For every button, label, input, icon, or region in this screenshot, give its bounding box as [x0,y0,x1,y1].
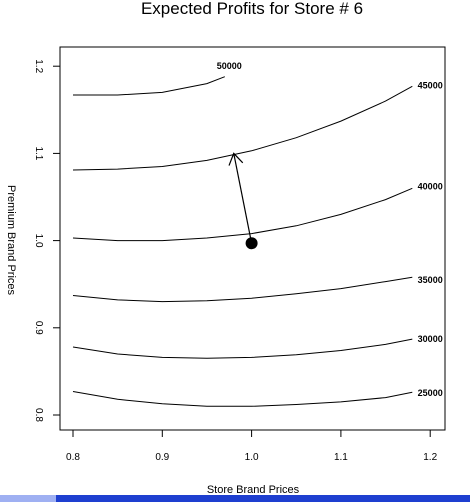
contour-line-45000 [72,85,413,171]
gradient-arrow [228,152,253,244]
y-tick-label: 0.9 [33,321,44,335]
contour-line-35000 [72,276,413,303]
chart-title: Expected Profits for Store # 6 [141,0,363,18]
taskbar-start-segment [0,495,56,502]
contour-label-40000: 40000 [418,182,443,192]
y-tick-label: 0.8 [33,408,44,422]
taskbar-strip [0,495,470,502]
contour-line-40000 [72,187,413,242]
x-tick-label: 1.2 [423,452,437,463]
x-tick-label: 0.9 [155,452,169,463]
contour-label-35000: 35000 [418,275,443,285]
y-tick-label: 1.0 [33,234,44,248]
y-axis-label: Premium Brand Prices [5,185,17,296]
plot-area: 0.8 0.9 1.0 1.1 1.2 0.8 0.9 1.0 1.1 1.2 25000 30000… [33,59,443,463]
plot-frame [59,46,446,431]
current-price-point [245,237,258,250]
x-tick-label: 1.0 [245,452,259,463]
x-tick-label: 1.1 [334,452,348,463]
contour-line-30000 [72,338,413,359]
contour-label-30000: 30000 [418,334,443,344]
contour-line-50000 [73,76,225,96]
x-axis-label: Store Brand Prices [207,484,300,496]
contour-label-50000: 50000 [217,61,242,71]
y-tick-label: 1.2 [33,59,44,73]
contour-label-45000: 45000 [418,80,443,90]
x-tick-label: 0.8 [66,452,80,463]
contour-label-25000: 25000 [418,388,443,398]
contour-line-25000 [72,391,413,407]
y-tick-label: 1.1 [33,146,44,160]
